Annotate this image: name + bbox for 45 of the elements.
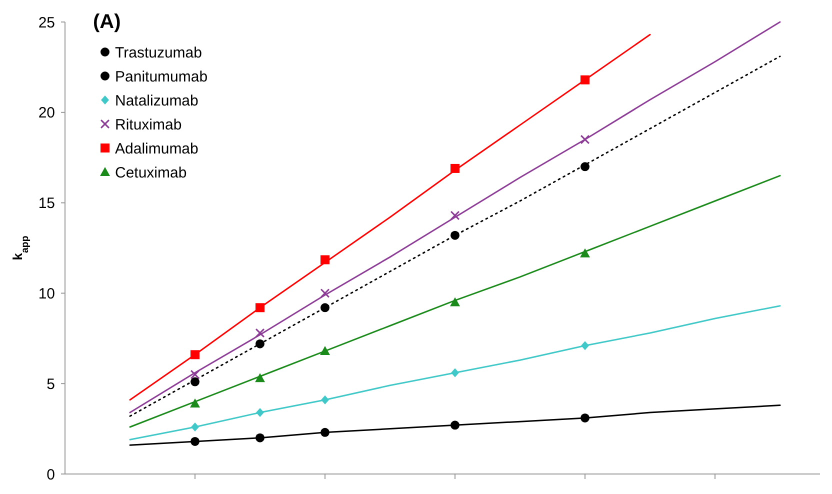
legend-label: Natalizumab [115, 92, 198, 110]
point [320, 346, 330, 356]
point [190, 370, 200, 380]
point [321, 395, 329, 404]
y-tick-label: 5 [46, 376, 55, 393]
point [256, 303, 264, 312]
point [320, 303, 330, 312]
point [450, 210, 460, 220]
legend-label: Adalimumab [115, 140, 198, 158]
point [256, 328, 264, 338]
legend-label: Trastuzumab [115, 44, 202, 62]
point [190, 436, 200, 446]
point [450, 164, 460, 173]
point [256, 433, 264, 442]
point [450, 297, 460, 306]
legend-label: Panitumumab [115, 68, 208, 86]
point [580, 75, 590, 84]
point [320, 428, 330, 437]
point [450, 420, 460, 430]
point [320, 255, 330, 264]
point [256, 408, 264, 418]
y-tick-label: 20 [38, 104, 55, 122]
line-series [129, 305, 781, 440]
point [191, 422, 199, 432]
y-tick-label: 15 [38, 195, 55, 212]
point [256, 339, 264, 348]
line-series [129, 404, 781, 446]
point [580, 248, 590, 258]
legend-label: Rituximab [115, 116, 182, 134]
point [580, 135, 590, 144]
y-tick-label: 10 [38, 285, 55, 302]
point [581, 341, 589, 350]
point [580, 162, 590, 172]
legend-label: Cetuximab [115, 164, 187, 182]
chart-title: (A) [93, 11, 121, 33]
point [580, 413, 590, 422]
point [320, 288, 330, 298]
point [190, 398, 200, 408]
point [190, 350, 200, 360]
y-tick-label: 25 [38, 14, 55, 32]
point [451, 368, 459, 378]
point [255, 373, 265, 382]
point [190, 377, 200, 386]
point [450, 230, 460, 240]
y-tick-label: 0 [46, 466, 55, 484]
